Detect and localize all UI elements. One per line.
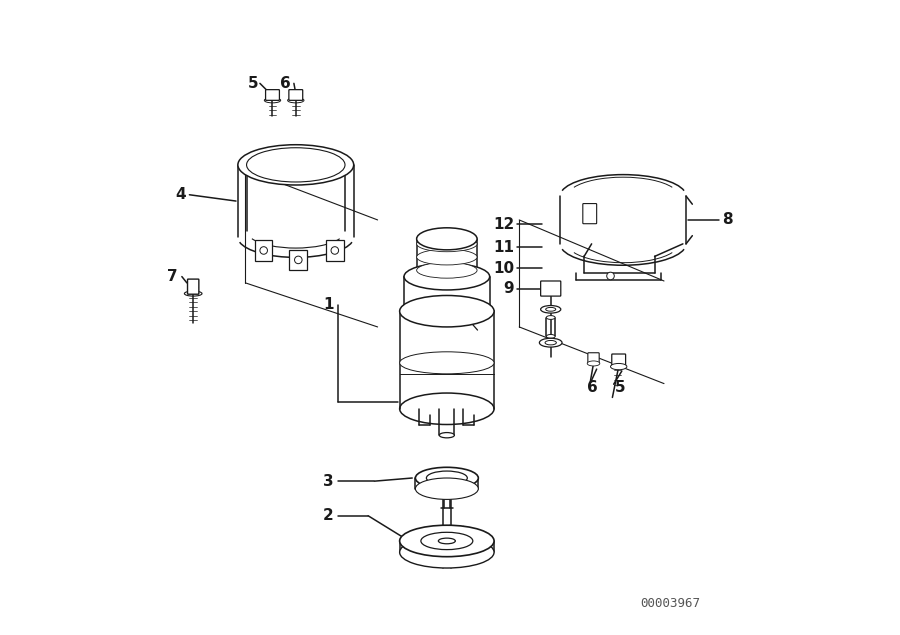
Ellipse shape — [400, 525, 494, 557]
FancyBboxPatch shape — [266, 90, 279, 100]
FancyBboxPatch shape — [289, 90, 302, 100]
Ellipse shape — [404, 264, 490, 290]
Ellipse shape — [400, 393, 494, 425]
Text: 9: 9 — [504, 281, 514, 296]
Text: 5: 5 — [248, 76, 258, 91]
Ellipse shape — [427, 471, 467, 485]
Ellipse shape — [541, 305, 561, 313]
FancyBboxPatch shape — [583, 204, 597, 224]
Text: 10: 10 — [493, 261, 514, 276]
Ellipse shape — [417, 249, 477, 265]
FancyBboxPatch shape — [612, 354, 625, 366]
Ellipse shape — [400, 295, 494, 327]
Ellipse shape — [400, 352, 494, 374]
Ellipse shape — [587, 361, 599, 366]
Ellipse shape — [247, 148, 345, 182]
Text: 00003967: 00003967 — [640, 597, 700, 610]
Ellipse shape — [546, 335, 555, 338]
Text: 3: 3 — [323, 474, 334, 489]
FancyBboxPatch shape — [187, 279, 199, 294]
Bar — [290, 250, 307, 270]
Text: 5: 5 — [615, 380, 626, 396]
Ellipse shape — [417, 262, 477, 278]
Text: 6: 6 — [280, 76, 291, 91]
Circle shape — [260, 246, 267, 254]
Text: 12: 12 — [493, 217, 514, 232]
Text: 8: 8 — [722, 213, 733, 227]
Ellipse shape — [610, 363, 627, 370]
Text: 4: 4 — [175, 187, 185, 203]
Ellipse shape — [265, 98, 281, 103]
Ellipse shape — [288, 98, 304, 103]
Ellipse shape — [546, 316, 555, 319]
Ellipse shape — [184, 291, 202, 296]
Bar — [326, 241, 344, 260]
Ellipse shape — [417, 236, 477, 251]
Ellipse shape — [416, 467, 478, 489]
Ellipse shape — [438, 538, 455, 544]
Ellipse shape — [545, 340, 556, 345]
Circle shape — [331, 246, 338, 254]
Text: 7: 7 — [167, 269, 178, 284]
Text: 1: 1 — [323, 297, 334, 312]
Ellipse shape — [545, 307, 555, 311]
Ellipse shape — [416, 478, 478, 499]
Ellipse shape — [400, 537, 494, 568]
Text: 11: 11 — [493, 239, 514, 255]
Ellipse shape — [539, 338, 562, 347]
Ellipse shape — [238, 145, 354, 185]
Circle shape — [294, 256, 302, 264]
Text: 6: 6 — [587, 380, 598, 396]
Ellipse shape — [417, 228, 477, 250]
Circle shape — [607, 272, 615, 280]
Text: 2: 2 — [323, 508, 334, 523]
Bar — [255, 241, 273, 260]
FancyBboxPatch shape — [588, 353, 599, 363]
Ellipse shape — [421, 532, 473, 550]
Ellipse shape — [439, 432, 454, 438]
FancyBboxPatch shape — [541, 281, 561, 296]
